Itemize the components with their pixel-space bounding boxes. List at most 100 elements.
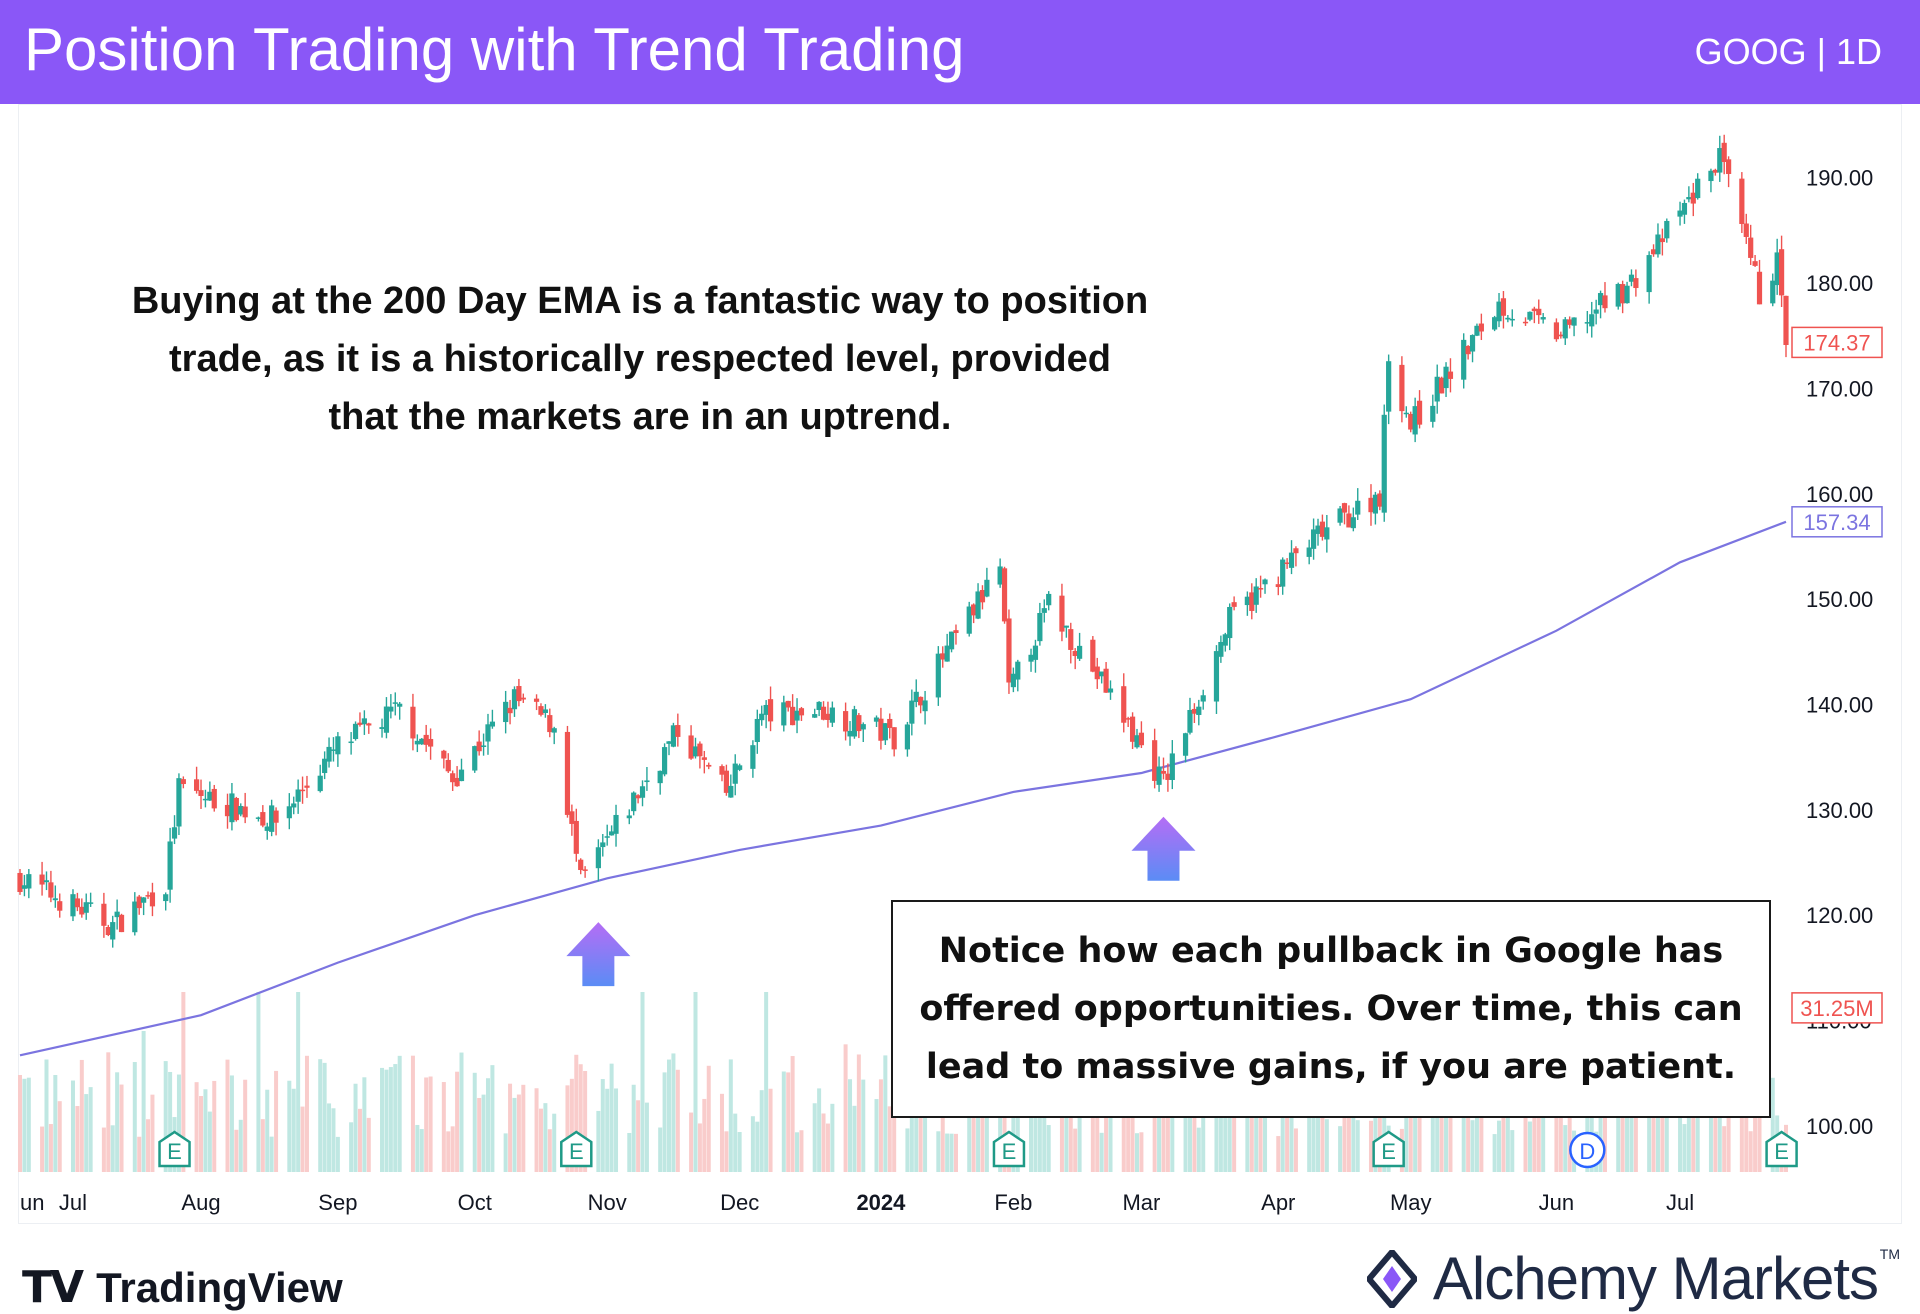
candle-body bbox=[1500, 298, 1507, 316]
volume-bar bbox=[1015, 1065, 1020, 1172]
candle-body bbox=[1443, 366, 1449, 389]
candle-body bbox=[1597, 293, 1604, 306]
volume-bar bbox=[936, 1131, 941, 1172]
volume-bar bbox=[1029, 1081, 1034, 1172]
candle-body bbox=[913, 691, 919, 703]
volume-bar bbox=[1753, 1085, 1758, 1172]
candle-body bbox=[335, 736, 341, 755]
candle-body bbox=[1655, 234, 1661, 255]
candle-body bbox=[1721, 142, 1727, 163]
ema-value-label-box bbox=[1791, 506, 1883, 538]
volume-bar bbox=[538, 1108, 543, 1172]
candle-body bbox=[1681, 202, 1688, 215]
candle-body bbox=[450, 773, 456, 783]
volume-bar bbox=[781, 1071, 786, 1172]
candle-body bbox=[1258, 588, 1264, 590]
volume-bar bbox=[953, 1133, 958, 1172]
candle-body bbox=[953, 630, 959, 633]
volume-bar bbox=[543, 1103, 548, 1172]
candle-body bbox=[1677, 210, 1683, 217]
volume-bar bbox=[176, 1074, 181, 1172]
volume-bar bbox=[1139, 1132, 1144, 1172]
candle-body bbox=[1602, 295, 1608, 309]
volume-bar bbox=[918, 1079, 923, 1172]
candle-body bbox=[1664, 220, 1670, 239]
candle-body bbox=[260, 812, 266, 826]
alchemy-logo: Alchemy Markets TM bbox=[1366, 1244, 1900, 1313]
x-tick-label: Mar bbox=[1122, 1190, 1160, 1215]
candle-body bbox=[1624, 285, 1630, 304]
candle-body bbox=[613, 814, 619, 834]
volume-bar bbox=[1664, 1097, 1669, 1172]
candle-body bbox=[136, 896, 142, 909]
volume-bar bbox=[1285, 1087, 1290, 1172]
candle-body bbox=[1695, 178, 1701, 199]
candle-body bbox=[723, 770, 729, 793]
candle-body bbox=[1310, 529, 1317, 549]
volume-bar bbox=[578, 1064, 583, 1172]
volume-bar bbox=[137, 1136, 142, 1172]
candle-body bbox=[1372, 494, 1379, 514]
x-axis: un Jul Aug Sep Oct Nov Dec 2024 Feb Mar Apr May Jun J… bbox=[20, 1190, 1694, 1215]
candle-body bbox=[547, 715, 553, 733]
volume-bar bbox=[269, 1136, 274, 1172]
volume-bar bbox=[795, 1132, 800, 1172]
candle-body bbox=[551, 728, 557, 733]
volume-bar bbox=[508, 1083, 513, 1172]
candle-body bbox=[1107, 688, 1114, 693]
candle-body bbox=[1280, 559, 1286, 587]
tradingview-logo: TV TradingView bbox=[22, 1262, 343, 1313]
candle-body bbox=[299, 789, 306, 792]
candle-body bbox=[427, 738, 434, 747]
volume-bar bbox=[388, 1067, 393, 1172]
candle-body bbox=[1046, 593, 1052, 606]
volume-bar bbox=[1660, 1105, 1665, 1172]
candle-body bbox=[1218, 641, 1224, 657]
volume-bar bbox=[1505, 1103, 1510, 1172]
volume-bar bbox=[1090, 1067, 1095, 1172]
candle-body bbox=[578, 859, 584, 871]
candle-body bbox=[1152, 740, 1158, 781]
volume-bar bbox=[353, 1083, 358, 1172]
volume-bar bbox=[1095, 1079, 1100, 1172]
volume-bar bbox=[702, 1098, 707, 1172]
candle-body bbox=[1377, 493, 1383, 507]
volume-bar bbox=[260, 1119, 265, 1172]
volume-bar bbox=[790, 1056, 795, 1172]
candle-body bbox=[763, 704, 769, 715]
candle-body bbox=[1355, 500, 1361, 515]
x-tick-label: Oct bbox=[458, 1190, 492, 1215]
y-tick-label: 130.00 bbox=[1806, 798, 1873, 823]
volume-bar bbox=[887, 1106, 892, 1172]
volume-bar bbox=[296, 992, 301, 1172]
candle-body bbox=[1253, 586, 1259, 605]
volume-bar bbox=[547, 1129, 552, 1172]
volume-bar bbox=[596, 1110, 601, 1172]
volume-bar bbox=[119, 1084, 124, 1172]
candle-body bbox=[1200, 695, 1206, 702]
candle-body bbox=[295, 789, 301, 802]
candle-body bbox=[269, 805, 275, 832]
event-marker-label: E bbox=[1381, 1139, 1396, 1164]
candle-body bbox=[163, 894, 169, 902]
volume-bar bbox=[892, 1095, 897, 1172]
volume-bar bbox=[304, 1055, 309, 1172]
volume-bar bbox=[945, 1133, 950, 1172]
dividend-marker bbox=[1569, 1131, 1606, 1169]
candle-body bbox=[1037, 613, 1043, 642]
trademark-sign: TM bbox=[1879, 1246, 1900, 1262]
volume-bar bbox=[1497, 1120, 1502, 1172]
volume-bar bbox=[693, 992, 698, 1172]
candle-body bbox=[1774, 252, 1780, 286]
volume-bar bbox=[265, 1089, 270, 1172]
volume-bar bbox=[1307, 1077, 1312, 1172]
volume-bar bbox=[565, 1085, 570, 1172]
volume-bar bbox=[1338, 1126, 1343, 1172]
candle-body bbox=[110, 922, 116, 940]
candle-body bbox=[918, 696, 924, 706]
volume-bar bbox=[1161, 1094, 1166, 1172]
candle-body bbox=[843, 711, 849, 732]
pullback-arrows bbox=[566, 816, 1196, 987]
candle-body bbox=[1527, 311, 1533, 320]
candle-body bbox=[273, 810, 279, 823]
